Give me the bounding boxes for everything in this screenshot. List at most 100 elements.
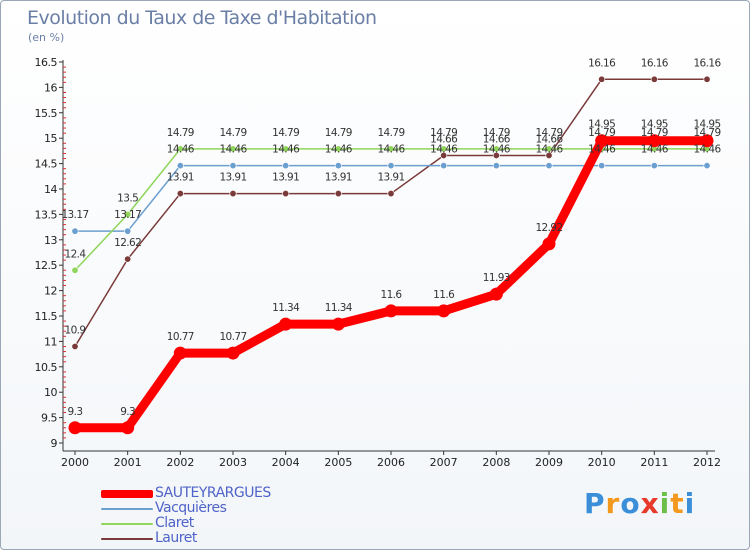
data-point [437, 304, 451, 318]
data-label: 11.34 [325, 302, 353, 314]
data-label: 13.91 [219, 172, 246, 184]
data-label: 14.79 [430, 127, 457, 139]
data-point [387, 145, 395, 153]
data-point [282, 190, 290, 198]
series-lines [68, 75, 714, 435]
data-point [124, 227, 132, 235]
data-label: 14.46 [430, 144, 458, 156]
x-tick-label: 2010 [588, 456, 616, 469]
brand-logo: Proxiti [584, 487, 696, 520]
legend-swatch [101, 523, 153, 525]
data-label: 14.79 [377, 127, 404, 139]
data-point [387, 162, 395, 170]
data-label: 14.79 [219, 127, 246, 139]
data-point [229, 145, 237, 153]
data-point [703, 162, 711, 170]
data-label: 11.6 [381, 289, 403, 301]
x-tick-label: 2001 [114, 456, 142, 469]
y-tick-label: 10.5 [35, 361, 58, 374]
legend-swatch [101, 490, 153, 498]
data-label: 13.17 [61, 209, 88, 221]
y-tick-label: 16.5 [35, 56, 58, 69]
data-point [331, 317, 345, 331]
data-label: 13.5 [117, 192, 138, 204]
data-label: 13.91 [167, 172, 194, 184]
data-label: 14.46 [483, 144, 511, 156]
data-point [176, 190, 184, 198]
data-labels: 9.3 9.3 10.77 10.77 11.34 11.34 11.6 11.6 11.93 1… [61, 57, 722, 418]
data-label: 12.4 [65, 248, 87, 260]
data-point [334, 162, 342, 170]
x-tick-label: 2004 [272, 456, 300, 469]
data-label: 14.46 [641, 144, 669, 156]
data-point [489, 287, 503, 301]
data-point [542, 237, 556, 251]
data-label: 11.93 [483, 272, 510, 284]
data-point [279, 317, 293, 331]
data-point [176, 162, 184, 170]
data-label: 14.79 [588, 127, 615, 139]
data-label: 14.46 [325, 144, 353, 156]
data-label: 11.34 [272, 302, 300, 314]
data-label: 14.79 [641, 127, 668, 139]
data-label: 14.95 [641, 119, 668, 131]
data-label: 16.16 [641, 57, 669, 69]
y-tick-label: 13.5 [35, 208, 58, 221]
data-point [492, 162, 500, 170]
x-tick-label: 2005 [324, 456, 352, 469]
data-point [282, 145, 290, 153]
y-tick-label: 14 [44, 183, 57, 196]
data-label: 10.77 [219, 331, 246, 343]
y-tick-label: 10 [44, 386, 57, 399]
data-point [121, 421, 135, 435]
data-point [71, 342, 79, 350]
legend-label: Lauret [155, 530, 197, 546]
data-label: 14.79 [693, 127, 720, 139]
data-point [440, 162, 448, 170]
data-point [595, 134, 609, 148]
data-label: 14.46 [272, 144, 300, 156]
y-tick-label: 15.5 [35, 107, 58, 120]
series-line [70, 136, 712, 433]
x-tick-label: 2009 [535, 456, 563, 469]
x-tick-label: 2011 [640, 456, 668, 469]
data-point [703, 75, 711, 83]
x-tick-label: 2008 [482, 456, 510, 469]
data-point [598, 75, 606, 83]
y-tick-label: 16 [44, 81, 57, 94]
data-label: 14.79 [325, 127, 352, 139]
data-point [124, 210, 132, 218]
data-label: 14.95 [693, 119, 720, 131]
data-label: 9.3 [120, 406, 135, 418]
data-label: 13.91 [325, 172, 352, 184]
chart-subtitle: (en %) [28, 31, 65, 44]
data-point [71, 266, 79, 274]
x-tick-label: 2006 [377, 456, 405, 469]
data-point [650, 75, 658, 83]
data-point [650, 162, 658, 170]
data-point [440, 145, 448, 153]
data-point [124, 255, 132, 263]
legend-label: Vacquières [155, 500, 227, 516]
data-point [545, 162, 553, 170]
data-point [71, 227, 79, 235]
x-tick-label: 2000 [61, 456, 89, 469]
data-point [492, 145, 500, 153]
data-point [700, 134, 714, 148]
data-label: 10.77 [167, 331, 194, 343]
chart-title: Evolution du Taux de Taxe d'Habitation [27, 7, 377, 29]
data-point [226, 346, 240, 360]
data-label: 16.16 [588, 57, 616, 69]
x-tick-label: 2003 [219, 456, 247, 469]
data-label: 13.91 [377, 172, 404, 184]
data-point [229, 162, 237, 170]
x-tick-label: 2007 [430, 456, 458, 469]
data-label: 14.46 [219, 144, 247, 156]
data-point [387, 190, 395, 198]
y-tick-label: 9 [51, 437, 58, 450]
data-point [545, 145, 553, 153]
y-tick-label: 11.5 [35, 310, 58, 323]
data-label: 14.46 [535, 144, 563, 156]
data-label: 16.16 [693, 57, 721, 69]
